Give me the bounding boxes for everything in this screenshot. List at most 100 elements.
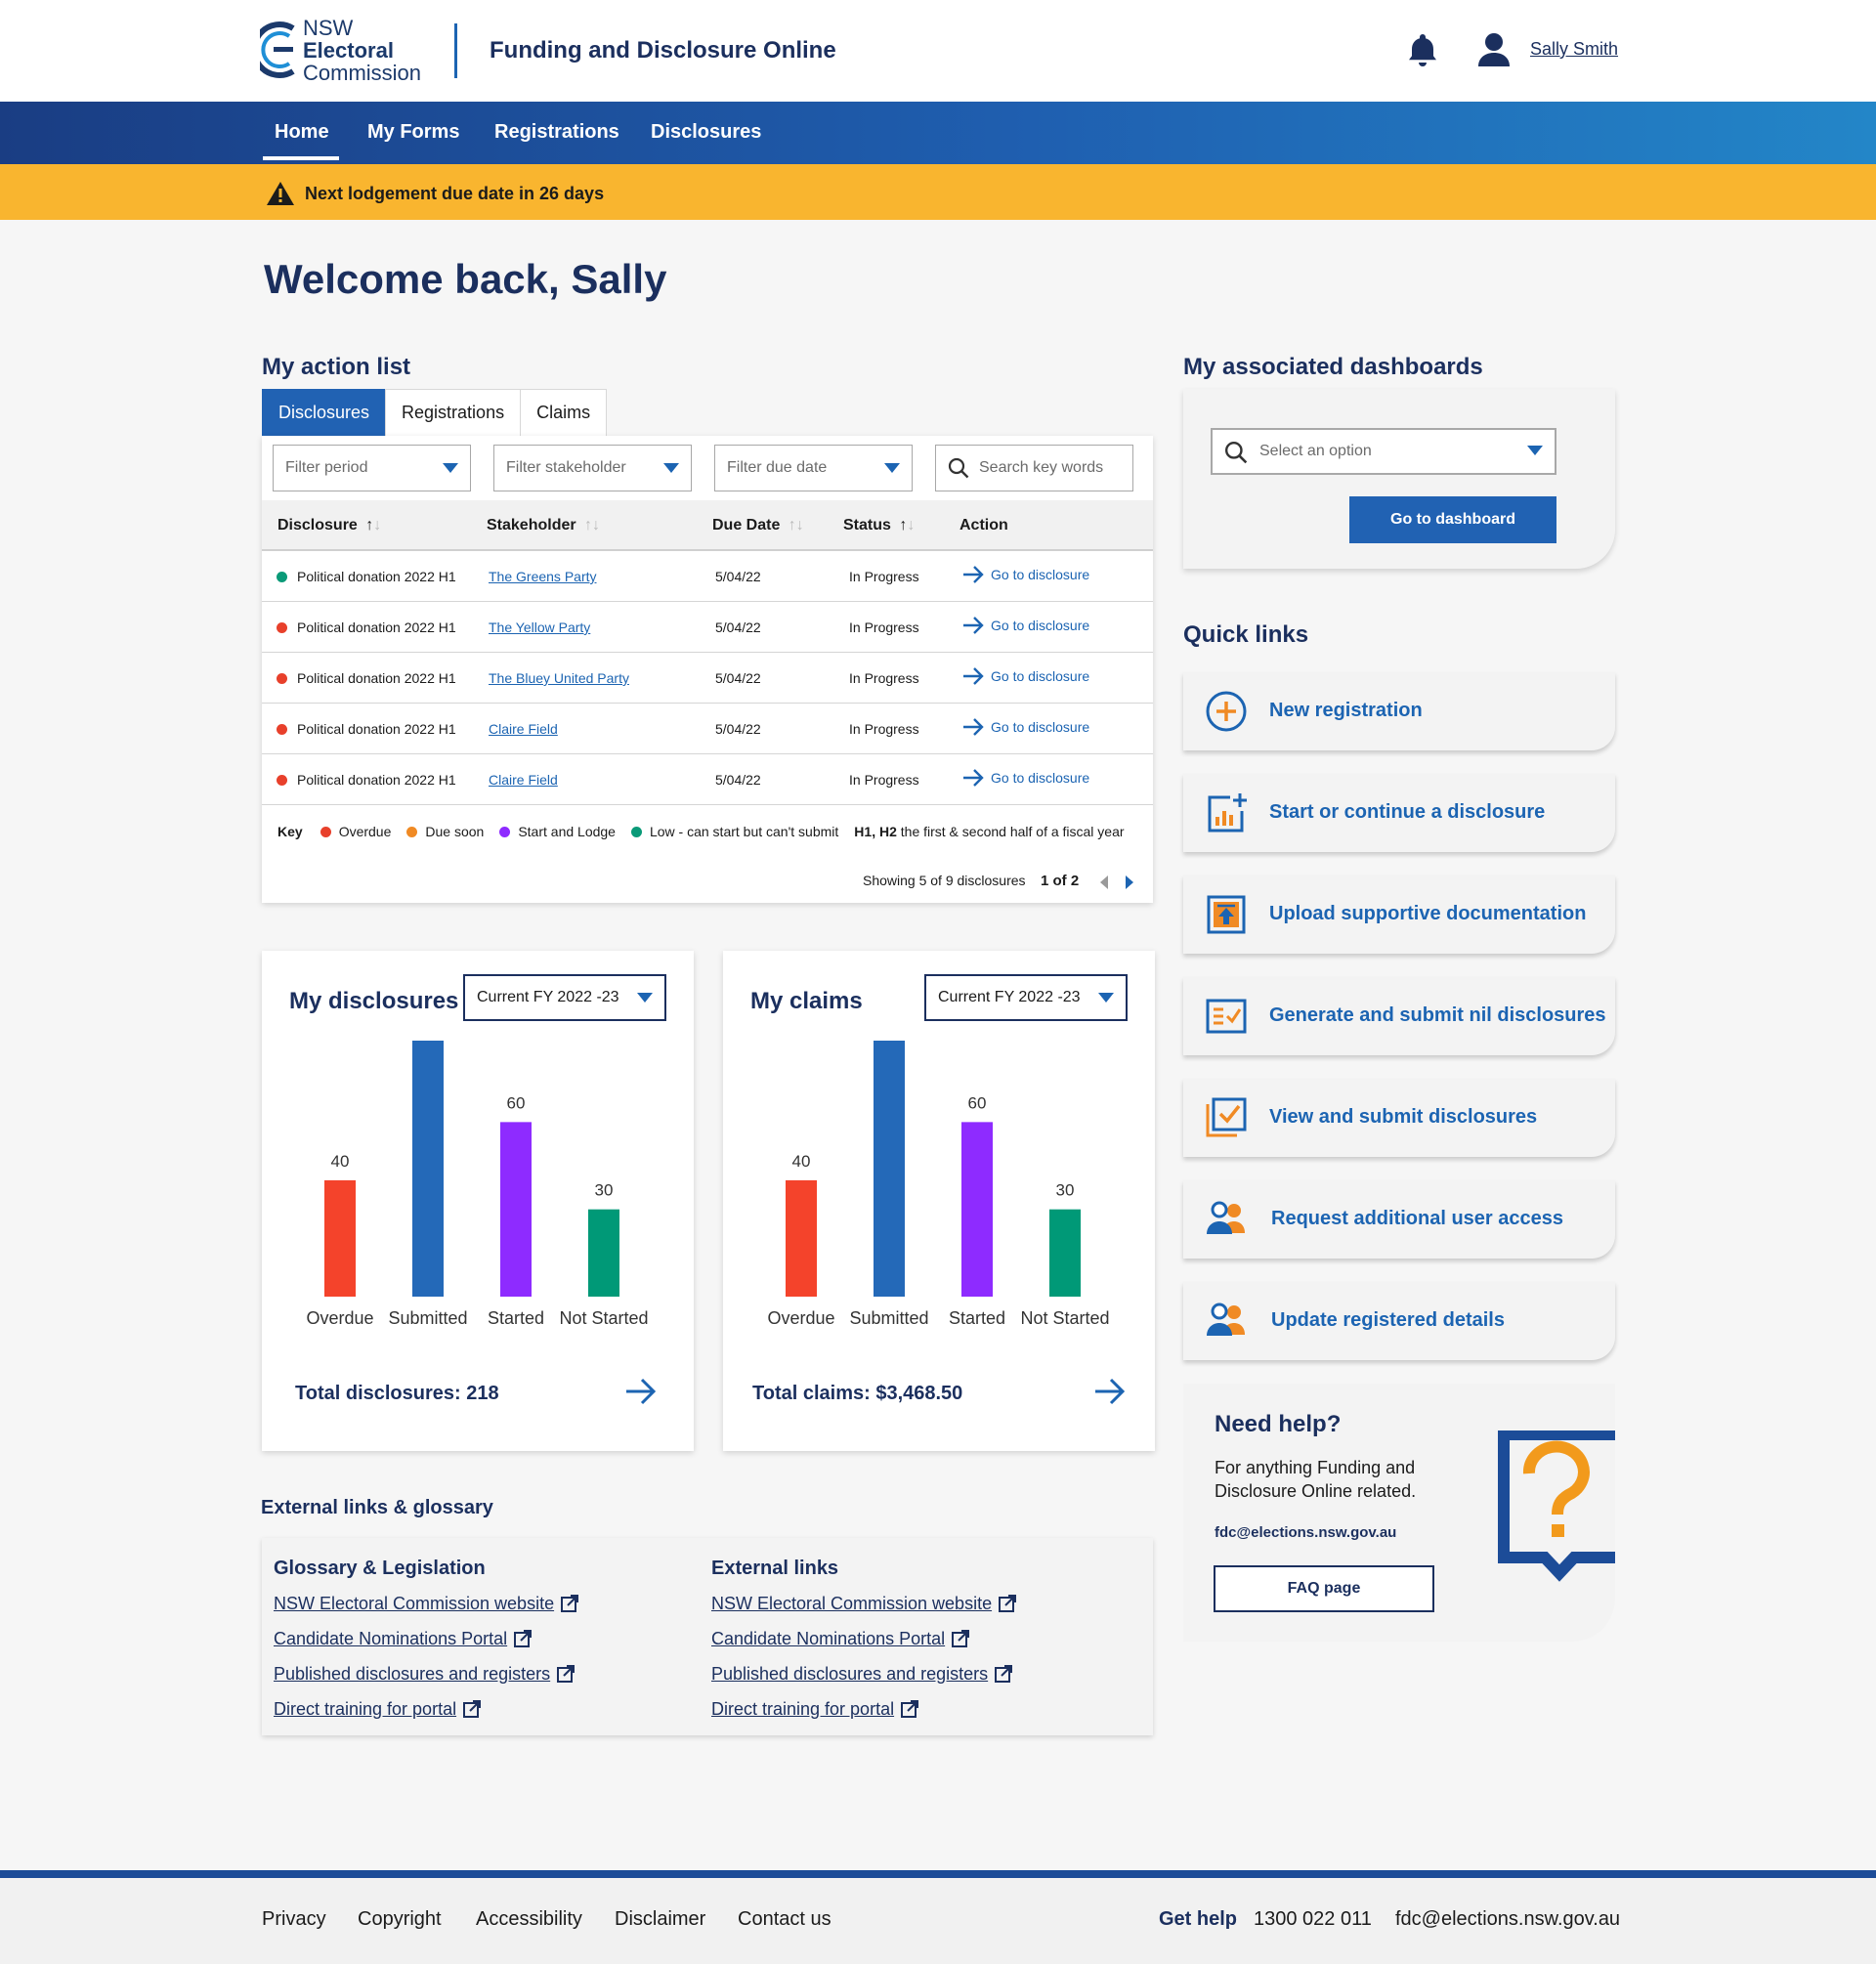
external-link-icon bbox=[557, 1665, 576, 1683]
nav-item-my-forms[interactable]: My Forms bbox=[367, 121, 460, 143]
key-note-text: the first & second half of a fiscal year bbox=[896, 824, 1125, 839]
status-dot bbox=[277, 572, 287, 582]
col-stakeholder-label: Stakeholder bbox=[487, 517, 576, 534]
quick-link-update-details[interactable]: Update registered details bbox=[1183, 1282, 1615, 1360]
period-select[interactable]: Current FY 2022 -23 bbox=[924, 974, 1128, 1021]
chart-value-label: 88 bbox=[880, 1029, 899, 1031]
external-link[interactable]: Candidate Nominations Portal bbox=[711, 1621, 1017, 1656]
footer-link-disclaimer[interactable]: Disclaimer bbox=[615, 1908, 706, 1930]
cell-disclosure: Political donation 2022 H1 bbox=[297, 569, 456, 584]
cell-status: In Progress bbox=[849, 619, 919, 635]
go-to-disclosure-link[interactable]: Go to disclosure bbox=[961, 666, 1089, 686]
key-dot bbox=[320, 826, 331, 837]
quick-link-upload-documentation[interactable]: Upload supportive documentation bbox=[1183, 875, 1615, 954]
chart-value-label: 60 bbox=[507, 1093, 526, 1112]
filter-period-select[interactable]: Filter period bbox=[273, 445, 471, 491]
footer-phone[interactable]: 1300 022 011 bbox=[1254, 1908, 1372, 1930]
external-link[interactable]: Candidate Nominations Portal bbox=[274, 1621, 579, 1656]
filter-due-date-select[interactable]: Filter due date bbox=[714, 445, 913, 491]
external-link[interactable]: Published disclosures and registers bbox=[274, 1656, 579, 1691]
bell-icon[interactable] bbox=[1407, 32, 1438, 67]
quick-link-request-access[interactable]: Request additional user access bbox=[1183, 1180, 1615, 1259]
go-to-disclosure-link[interactable]: Go to disclosure bbox=[961, 717, 1089, 737]
cell-due-date: 5/04/22 bbox=[715, 721, 761, 737]
my-claims-card: My claims Current FY 2022 -23 40 Overdue 8… bbox=[723, 951, 1155, 1451]
quick-link-label: Update registered details bbox=[1271, 1309, 1505, 1331]
cell-status: In Progress bbox=[849, 772, 919, 788]
go-to-dashboard-button[interactable]: Go to dashboard bbox=[1349, 496, 1556, 543]
external-link[interactable]: Direct training for portal bbox=[274, 1691, 579, 1727]
filter-stakeholder-select[interactable]: Filter stakeholder bbox=[493, 445, 692, 491]
nav-item-home[interactable]: Home bbox=[275, 121, 329, 143]
quick-link-view-disclosures[interactable]: View and submit disclosures bbox=[1183, 1079, 1615, 1157]
warning-icon bbox=[267, 182, 294, 205]
cell-stakeholder-link[interactable]: The Greens Party bbox=[489, 569, 597, 584]
period-select[interactable]: Current FY 2022 -23 bbox=[463, 974, 666, 1021]
key-item-label: Low - can start but can't submit bbox=[649, 824, 839, 839]
footer-link-privacy[interactable]: Privacy bbox=[262, 1908, 326, 1930]
external-link[interactable]: Published disclosures and registers bbox=[711, 1656, 1017, 1691]
period-select-label: Current FY 2022 -23 bbox=[938, 989, 1081, 1005]
footer-email[interactable]: fdc@elections.nsw.gov.au bbox=[1395, 1908, 1621, 1930]
help-email-link[interactable]: fdc@elections.nsw.gov.au bbox=[1215, 1524, 1397, 1541]
chart-bar bbox=[961, 1122, 993, 1297]
quick-links-title: Quick links bbox=[1183, 621, 1309, 648]
col-status[interactable]: Status ↑↓ bbox=[843, 517, 915, 534]
user-icon[interactable] bbox=[1477, 32, 1511, 67]
logo-line2: Electoral bbox=[303, 37, 394, 63]
footer-link-accessibility[interactable]: Accessibility bbox=[476, 1908, 582, 1930]
alert-text: Next lodgement due date in 26 days bbox=[305, 184, 605, 203]
prev-page-icon[interactable] bbox=[1098, 875, 1110, 890]
external-link[interactable]: NSW Electoral Commission website bbox=[711, 1586, 1017, 1621]
chevron-down-icon bbox=[637, 993, 653, 1003]
search-input[interactable]: Search key words bbox=[935, 445, 1133, 491]
external-link[interactable]: NSW Electoral Commission website bbox=[274, 1586, 579, 1621]
chevron-down-icon bbox=[663, 463, 679, 473]
quick-link-label: View and submit disclosures bbox=[1269, 1106, 1538, 1128]
quick-link-new-registration[interactable]: New registration bbox=[1183, 672, 1615, 750]
dashboard-select[interactable]: Select an option bbox=[1211, 428, 1556, 475]
chart-bar bbox=[588, 1209, 619, 1297]
cell-stakeholder-link[interactable]: The Bluey United Party bbox=[489, 670, 629, 686]
users-icon bbox=[1207, 1302, 1245, 1336]
go-to-disclosure-link[interactable]: Go to disclosure bbox=[961, 768, 1089, 788]
tab-claims[interactable]: Claims bbox=[520, 389, 608, 436]
arrow-right-icon[interactable] bbox=[623, 1375, 657, 1408]
chart-category-label: Not Started bbox=[559, 1308, 648, 1328]
card-total: Total disclosures: 218 bbox=[295, 1383, 499, 1404]
go-to-disclosure-link[interactable]: Go to disclosure bbox=[961, 616, 1089, 635]
cell-stakeholder-link[interactable]: Claire Field bbox=[489, 772, 558, 788]
col-due-date[interactable]: Due Date ↑↓ bbox=[712, 517, 804, 534]
sort-icon: ↑↓ bbox=[784, 517, 804, 534]
disclosures-bar-chart: 40 Overdue 88 Submitted 60 Started 30 Not Start… bbox=[306, 1029, 648, 1328]
quick-link-label: Request additional user access bbox=[1271, 1208, 1564, 1229]
nav-item-disclosures[interactable]: Disclosures bbox=[651, 121, 762, 143]
faq-page-button[interactable]: FAQ page bbox=[1214, 1565, 1434, 1612]
key-item-start-lodge: Start and Lodge bbox=[499, 824, 616, 839]
cell-stakeholder-link[interactable]: The Yellow Party bbox=[489, 619, 591, 635]
question-speech-icon bbox=[1498, 1430, 1615, 1582]
quick-link-start-disclosure[interactable]: Start or continue a disclosure bbox=[1183, 774, 1615, 852]
user-name-link[interactable]: Sally Smith bbox=[1530, 39, 1619, 59]
next-page-icon[interactable] bbox=[1124, 875, 1135, 890]
cell-stakeholder-link[interactable]: Claire Field bbox=[489, 721, 558, 737]
col-stakeholder[interactable]: Stakeholder ↑↓ bbox=[487, 517, 600, 534]
tab-registrations[interactable]: Registrations bbox=[385, 389, 522, 436]
col-disclosure[interactable]: Disclosure ↑↓ bbox=[277, 517, 381, 534]
go-to-disclosure-link[interactable]: Go to disclosure bbox=[961, 565, 1089, 584]
nsw-ec-logo[interactable]: NSW Electoral Commission bbox=[260, 17, 421, 84]
col-disclosure-label: Disclosure bbox=[277, 517, 358, 534]
key-dot bbox=[406, 826, 418, 837]
external-link[interactable]: Direct training for portal bbox=[711, 1691, 1017, 1727]
lodgement-alert-banner bbox=[0, 164, 1876, 220]
card-title: My claims bbox=[750, 988, 863, 1014]
quick-link-nil-disclosures[interactable]: Generate and submit nil disclosures bbox=[1183, 977, 1615, 1055]
footer-link-copyright[interactable]: Copyright bbox=[358, 1908, 442, 1930]
external-link-label: Direct training for portal bbox=[711, 1698, 895, 1719]
action-list-tabs: Disclosures Registrations Claims bbox=[262, 389, 608, 436]
arrow-right-icon[interactable] bbox=[1092, 1375, 1126, 1408]
nav-item-registrations[interactable]: Registrations bbox=[494, 121, 619, 143]
footer-link-contact[interactable]: Contact us bbox=[738, 1908, 831, 1930]
tab-disclosures[interactable]: Disclosures bbox=[262, 389, 387, 436]
col-due-date-label: Due Date bbox=[712, 517, 781, 534]
